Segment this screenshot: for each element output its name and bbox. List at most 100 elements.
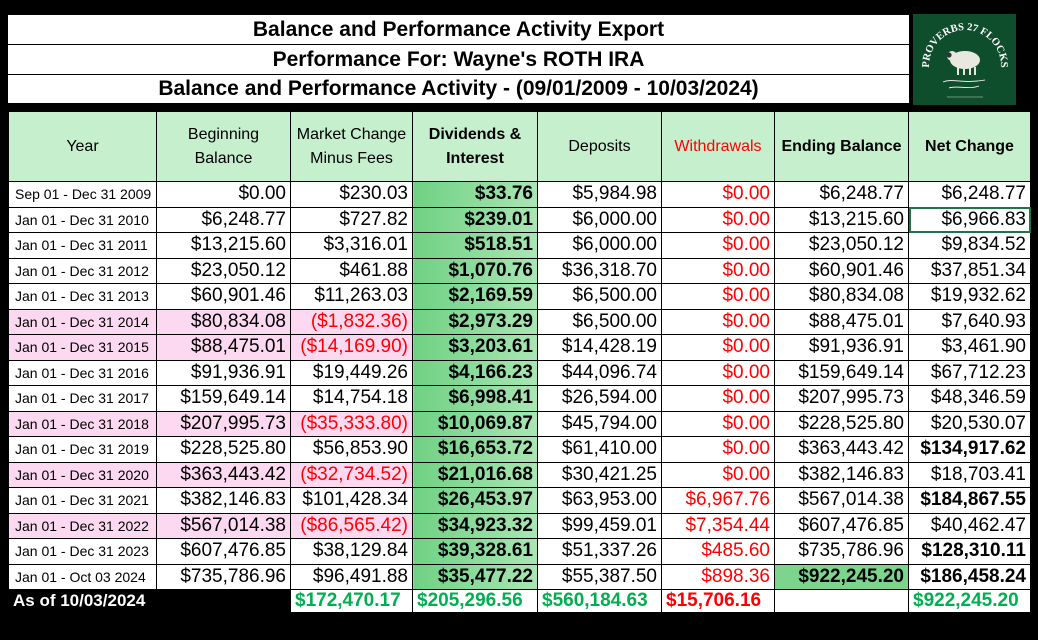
cell-dividends[interactable]: $26,453.97 bbox=[412, 487, 538, 514]
cell-year[interactable]: Jan 01 - Dec 31 2023 bbox=[8, 538, 157, 565]
cell-beginning[interactable]: $91,936.91 bbox=[156, 359, 291, 386]
cell-withdrawals[interactable]: $0.00 bbox=[661, 206, 775, 233]
cell-net[interactable]: $134,917.62 bbox=[908, 436, 1031, 463]
cell-ending[interactable]: $13,215.60 bbox=[774, 206, 909, 233]
cell-deposits[interactable]: $6,500.00 bbox=[537, 283, 662, 310]
col-ending-header[interactable]: Ending Balance bbox=[774, 111, 909, 182]
cell-dividends[interactable]: $34,923.32 bbox=[412, 512, 538, 539]
cell-withdrawals[interactable]: $898.36 bbox=[661, 563, 775, 590]
cell-market[interactable]: ($1,832.36) bbox=[290, 308, 413, 335]
cell-deposits[interactable]: $99,459.01 bbox=[537, 512, 662, 539]
cell-beginning[interactable]: $80,834.08 bbox=[156, 308, 291, 335]
cell-net[interactable]: $184,867.55 bbox=[908, 487, 1031, 514]
cell-ending[interactable]: $91,936.91 bbox=[774, 334, 909, 361]
cell-year[interactable]: Jan 01 - Dec 31 2015 bbox=[8, 334, 157, 361]
cell-ending[interactable]: $80,834.08 bbox=[774, 283, 909, 310]
cell-net[interactable]: $186,458.24 bbox=[908, 563, 1031, 590]
cell-year[interactable]: Jan 01 - Dec 31 2013 bbox=[8, 283, 157, 310]
cell-withdrawals[interactable]: $0.00 bbox=[661, 257, 775, 284]
cell-year[interactable]: Jan 01 - Dec 31 2012 bbox=[8, 257, 157, 284]
totals-dividends[interactable]: $205,296.56 bbox=[412, 589, 538, 613]
cell-dividends[interactable]: $2,169.59 bbox=[412, 283, 538, 310]
cell-year[interactable]: Jan 01 - Dec 31 2016 bbox=[8, 359, 157, 386]
col-withdrawals-header[interactable]: Withdrawals bbox=[661, 111, 775, 182]
cell-deposits[interactable]: $63,953.00 bbox=[537, 487, 662, 514]
totals-deposits[interactable]: $560,184.63 bbox=[537, 589, 662, 613]
cell-ending[interactable]: $207,995.73 bbox=[774, 385, 909, 412]
totals-beginning-cell[interactable] bbox=[156, 589, 291, 613]
cell-deposits[interactable]: $6,500.00 bbox=[537, 308, 662, 335]
cell-deposits[interactable]: $26,594.00 bbox=[537, 385, 662, 412]
cell-market[interactable]: $56,853.90 bbox=[290, 436, 413, 463]
cell-net[interactable]: $9,834.52 bbox=[908, 232, 1031, 259]
cell-ending[interactable]: $567,014.38 bbox=[774, 487, 909, 514]
cell-withdrawals[interactable]: $0.00 bbox=[661, 181, 775, 208]
cell-deposits[interactable]: $55,387.50 bbox=[537, 563, 662, 590]
cell-withdrawals[interactable]: $0.00 bbox=[661, 359, 775, 386]
cell-beginning[interactable]: $228,525.80 bbox=[156, 436, 291, 463]
col-year-header[interactable]: Year bbox=[8, 111, 157, 182]
cell-ending[interactable]: $6,248.77 bbox=[774, 181, 909, 208]
cell-year[interactable]: Jan 01 - Dec 31 2014 bbox=[8, 308, 157, 335]
cell-beginning[interactable]: $567,014.38 bbox=[156, 512, 291, 539]
cell-ending[interactable]: $363,443.42 bbox=[774, 436, 909, 463]
cell-net[interactable]: $48,346.59 bbox=[908, 385, 1031, 412]
cell-year[interactable]: Jan 01 - Dec 31 2020 bbox=[8, 461, 157, 488]
cell-market[interactable]: $461.88 bbox=[290, 257, 413, 284]
cell-market[interactable]: $14,754.18 bbox=[290, 385, 413, 412]
cell-withdrawals[interactable]: $7,354.44 bbox=[661, 512, 775, 539]
cell-market[interactable]: $101,428.34 bbox=[290, 487, 413, 514]
cell-market[interactable]: ($32,734.52) bbox=[290, 461, 413, 488]
cell-deposits[interactable]: $6,000.00 bbox=[537, 232, 662, 259]
cell-withdrawals[interactable]: $0.00 bbox=[661, 461, 775, 488]
cell-year[interactable]: Jan 01 - Dec 31 2022 bbox=[8, 512, 157, 539]
cell-beginning[interactable]: $363,443.42 bbox=[156, 461, 291, 488]
cell-beginning[interactable]: $0.00 bbox=[156, 181, 291, 208]
cell-dividends[interactable]: $35,477.22 bbox=[412, 563, 538, 590]
cell-ending[interactable]: $382,146.83 bbox=[774, 461, 909, 488]
cell-net[interactable]: $7,640.93 bbox=[908, 308, 1031, 335]
cell-beginning[interactable]: $607,476.85 bbox=[156, 538, 291, 565]
cell-deposits[interactable]: $5,984.98 bbox=[537, 181, 662, 208]
cell-withdrawals[interactable]: $0.00 bbox=[661, 308, 775, 335]
cell-ending[interactable]: $159,649.14 bbox=[774, 359, 909, 386]
cell-ending[interactable]: $735,786.96 bbox=[774, 538, 909, 565]
cell-year[interactable]: Jan 01 - Dec 31 2021 bbox=[8, 487, 157, 514]
cell-year[interactable]: Sep 01 - Dec 31 2009 bbox=[8, 181, 157, 208]
cell-market[interactable]: $727.82 bbox=[290, 206, 413, 233]
cell-dividends[interactable]: $33.76 bbox=[412, 181, 538, 208]
totals-ending-cell[interactable] bbox=[774, 589, 909, 613]
col-net-header[interactable]: Net Change bbox=[908, 111, 1031, 182]
cell-ending[interactable]: $228,525.80 bbox=[774, 410, 909, 437]
cell-beginning[interactable]: $88,475.01 bbox=[156, 334, 291, 361]
cell-net[interactable]: $3,461.90 bbox=[908, 334, 1031, 361]
cell-beginning[interactable]: $207,995.73 bbox=[156, 410, 291, 437]
cell-year[interactable]: Jan 01 - Dec 31 2011 bbox=[8, 232, 157, 259]
cell-dividends[interactable]: $4,166.23 bbox=[412, 359, 538, 386]
totals-net[interactable]: $922,245.20 bbox=[908, 589, 1031, 613]
cell-market[interactable]: ($86,565.42) bbox=[290, 512, 413, 539]
cell-market[interactable]: ($35,333.80) bbox=[290, 410, 413, 437]
col-dividends-header[interactable]: Dividends & Interest bbox=[412, 111, 538, 182]
cell-beginning[interactable]: $6,248.77 bbox=[156, 206, 291, 233]
cell-dividends[interactable]: $10,069.87 bbox=[412, 410, 538, 437]
cell-beginning[interactable]: $735,786.96 bbox=[156, 563, 291, 590]
cell-dividends[interactable]: $239.01 bbox=[412, 206, 538, 233]
cell-net[interactable]: $19,932.62 bbox=[908, 283, 1031, 310]
cell-dividends[interactable]: $6,998.41 bbox=[412, 385, 538, 412]
cell-net[interactable]: $37,851.34 bbox=[908, 257, 1031, 284]
cell-market[interactable]: ($14,169.90) bbox=[290, 334, 413, 361]
cell-year[interactable]: Jan 01 - Dec 31 2010 bbox=[8, 206, 157, 233]
cell-withdrawals[interactable]: $0.00 bbox=[661, 334, 775, 361]
cell-deposits[interactable]: $14,428.19 bbox=[537, 334, 662, 361]
cell-year[interactable]: Jan 01 - Oct 03 2024 bbox=[8, 563, 157, 590]
cell-deposits[interactable]: $6,000.00 bbox=[537, 206, 662, 233]
cell-ending[interactable]: $607,476.85 bbox=[774, 512, 909, 539]
cell-year[interactable]: Jan 01 - Dec 31 2017 bbox=[8, 385, 157, 412]
cell-beginning[interactable]: $23,050.12 bbox=[156, 257, 291, 284]
cell-deposits[interactable]: $45,794.00 bbox=[537, 410, 662, 437]
cell-net[interactable]: $128,310.11 bbox=[908, 538, 1031, 565]
cell-dividends[interactable]: $21,016.68 bbox=[412, 461, 538, 488]
cell-net[interactable]: $6,248.77 bbox=[908, 181, 1031, 208]
cell-beginning[interactable]: $159,649.14 bbox=[156, 385, 291, 412]
